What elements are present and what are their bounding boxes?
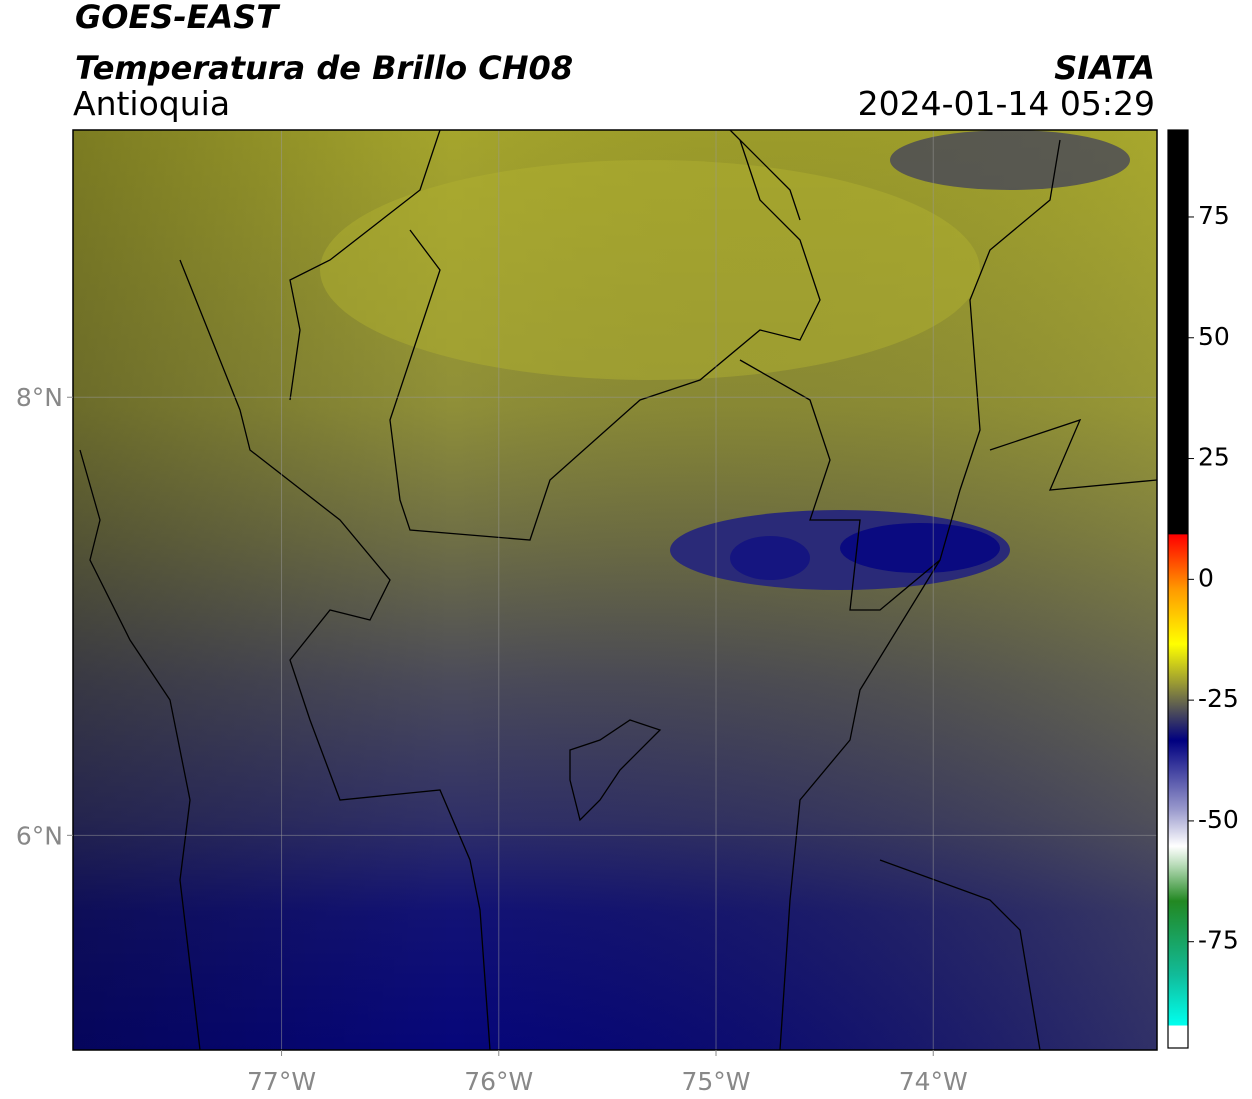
lon-label: 74°W — [899, 1067, 968, 1096]
lon-label: 75°W — [681, 1067, 750, 1096]
source: SIATA — [1054, 49, 1155, 87]
colorbar-label: 0 — [1198, 563, 1214, 592]
map-frame — [72, 129, 1158, 1051]
colorbar-label: -25 — [1198, 684, 1239, 713]
map-image — [73, 130, 1157, 1050]
subtitle: Temperatura de Brillo CH08 — [75, 49, 573, 87]
lon-label: 76°W — [464, 1067, 533, 1096]
colorbar-label: -75 — [1198, 926, 1239, 955]
colorbar-label: -50 — [1198, 805, 1239, 834]
datetime: 2024-01-14 05:29 — [858, 84, 1155, 123]
region: Antioquia — [73, 84, 230, 123]
lat-label: 8°N — [16, 383, 63, 412]
lat-label: 6°N — [16, 821, 63, 850]
lon-label: 77°W — [247, 1067, 316, 1096]
colorbar-label: 75 — [1198, 201, 1230, 230]
title: GOES-EAST — [75, 0, 280, 36]
colorbar — [1167, 129, 1189, 1049]
colorbar-label: 25 — [1198, 443, 1230, 472]
colorbar-label: 50 — [1198, 322, 1230, 351]
